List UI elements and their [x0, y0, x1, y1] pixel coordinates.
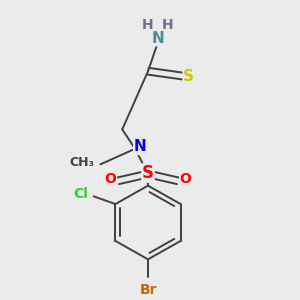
Text: CH₃: CH₃ [70, 156, 94, 169]
Text: S: S [183, 69, 194, 84]
Text: N: N [152, 31, 164, 46]
Text: S: S [142, 164, 154, 182]
Text: H: H [162, 18, 174, 32]
Text: Cl: Cl [73, 188, 88, 201]
Text: Br: Br [139, 283, 157, 297]
Text: H: H [142, 18, 154, 32]
Text: N: N [134, 139, 146, 154]
Text: O: O [104, 172, 116, 186]
Text: O: O [180, 172, 192, 186]
